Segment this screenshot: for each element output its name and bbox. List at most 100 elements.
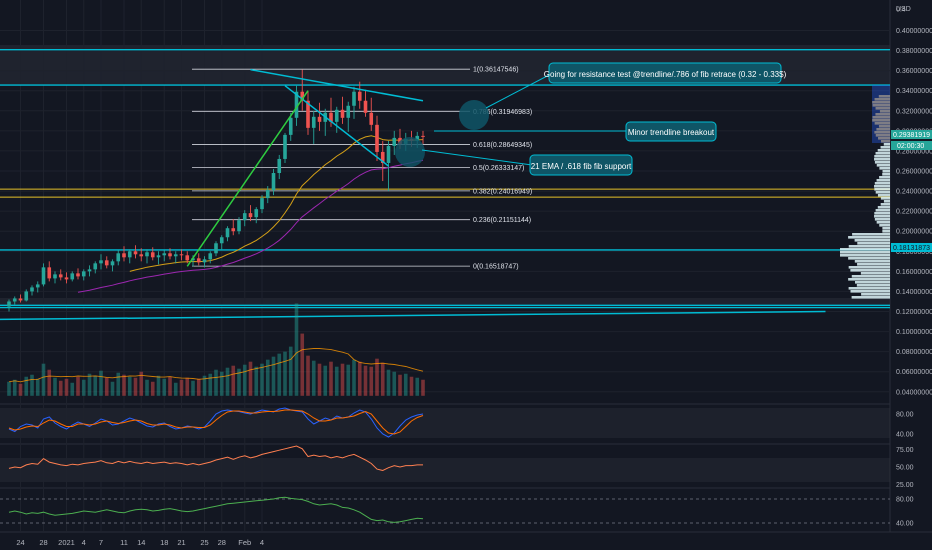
profile-bar xyxy=(848,245,890,248)
profile-bar xyxy=(877,206,890,209)
profile-bar xyxy=(874,161,890,164)
rsi-line xyxy=(8,445,423,472)
annotation-breakout[interactable]: Minor trendline breakout xyxy=(434,121,717,142)
volume-bar xyxy=(24,376,29,396)
volume-bar xyxy=(306,355,310,396)
candle-body xyxy=(162,253,167,256)
price-tick-label: 0.34000000 xyxy=(896,88,932,95)
stoch-tick-label: 40.00 xyxy=(896,432,914,439)
price-axis[interactable]: 0.4 0.40000000 0.38000000 0.36000000 0.34000… xyxy=(896,7,932,528)
candle-body xyxy=(150,252,155,258)
candle-body xyxy=(421,135,425,137)
profile-bar xyxy=(850,290,890,293)
volume-bar xyxy=(409,376,414,396)
candle-body xyxy=(64,277,69,280)
profile-bar xyxy=(876,164,890,167)
countdown-tag-bg xyxy=(891,141,932,150)
date-tick-label: 24 xyxy=(16,538,24,547)
volume-bar xyxy=(277,353,282,396)
third-tick-label: 40.00 xyxy=(896,521,914,528)
volume-bar xyxy=(214,369,218,396)
profile-bar xyxy=(883,143,890,146)
volume-bar xyxy=(87,373,92,396)
profile-bar xyxy=(857,242,890,245)
fib-retracement[interactable]: 1(0.36147546) 0.786(0.31946983) 0.618(0.28… xyxy=(192,67,532,271)
fib-level-label: 0.5(0.26333147) xyxy=(473,165,524,172)
profile-bar xyxy=(874,155,890,158)
time-axis[interactable]: 24 28 2021 4 7 11 14 18 21 25 28 Feb 4 xyxy=(16,538,264,547)
candle-body xyxy=(47,267,52,279)
profile-bar xyxy=(880,146,890,149)
price-tags[interactable]: USD 0.29381919 02:00:30 0.18131873 xyxy=(891,6,932,252)
volume-bar xyxy=(173,382,178,396)
slow-ma-line xyxy=(77,159,424,293)
trendlines[interactable] xyxy=(0,68,826,321)
volume-bar xyxy=(70,382,75,396)
candle-body xyxy=(214,243,218,254)
volume-bar xyxy=(139,371,144,396)
price-tick-label: 0.22000000 xyxy=(896,209,932,216)
indicator-panes xyxy=(0,407,890,524)
profile-bar xyxy=(872,116,890,119)
price-tick-label: 0.18000000 xyxy=(896,249,932,256)
level-tag-bg xyxy=(891,243,932,252)
profile-bar xyxy=(882,230,890,233)
fib-level-label: 0.786(0.31946983) xyxy=(473,109,532,116)
profile-bar xyxy=(878,95,890,98)
profile-bar xyxy=(875,113,890,116)
volume-bar xyxy=(35,378,40,396)
candle-body xyxy=(242,213,247,221)
volume-bar xyxy=(110,381,115,396)
profile-bar xyxy=(874,158,890,161)
volume-bar xyxy=(127,376,132,396)
third-tick-label: 80.00 xyxy=(896,497,914,504)
candle-body xyxy=(35,284,40,288)
candle-body xyxy=(99,260,103,264)
profile-bar xyxy=(874,215,890,218)
profile-bar xyxy=(874,182,890,185)
profile-bar xyxy=(848,287,890,290)
volume-bar xyxy=(12,379,17,396)
profile-bar xyxy=(874,122,890,125)
candle-body xyxy=(185,255,190,261)
profile-bar xyxy=(874,212,890,215)
volume-bar xyxy=(363,365,368,396)
volume-bar xyxy=(179,379,184,396)
volume-bar xyxy=(421,379,425,396)
candle-body xyxy=(110,261,115,266)
profile-bar xyxy=(848,266,890,269)
candles xyxy=(7,69,425,312)
profile-bar xyxy=(878,125,890,128)
volume-bar xyxy=(122,374,126,396)
profile-bar xyxy=(851,296,890,299)
candle-body xyxy=(283,134,287,159)
fib-level-label: 1(0.36147546) xyxy=(473,67,519,74)
volume-bar xyxy=(340,363,345,396)
volume-bar xyxy=(334,366,339,396)
profile-bar xyxy=(854,260,890,263)
volume-bars xyxy=(7,303,425,396)
volume-bar xyxy=(150,381,155,396)
candle-body xyxy=(219,237,224,244)
profile-bar xyxy=(882,173,890,176)
volume-bar xyxy=(398,374,402,396)
annotation-support[interactable]: 21 EMA / .618 fib fib support xyxy=(395,137,633,176)
annotation-resistance[interactable]: Going for resistance test @trendline/.78… xyxy=(459,62,787,130)
horizontal-levels[interactable] xyxy=(0,48,890,309)
volume-bar xyxy=(271,356,276,396)
candle-body xyxy=(7,301,11,307)
profile-bar xyxy=(882,170,890,173)
volume-bar xyxy=(145,379,149,396)
profile-bar xyxy=(860,272,890,275)
profile-bar xyxy=(880,203,890,206)
volume-bar xyxy=(237,368,241,396)
candle-body xyxy=(294,91,299,118)
rsi-tick-label: 50.00 xyxy=(896,465,914,472)
price-tick-label: 0.24000000 xyxy=(896,189,932,196)
price-tick-label: 0.4 xyxy=(896,7,906,14)
candle-body xyxy=(18,298,23,301)
candle-body xyxy=(12,298,17,302)
volume-bar xyxy=(47,369,52,396)
candle-body xyxy=(260,198,264,210)
